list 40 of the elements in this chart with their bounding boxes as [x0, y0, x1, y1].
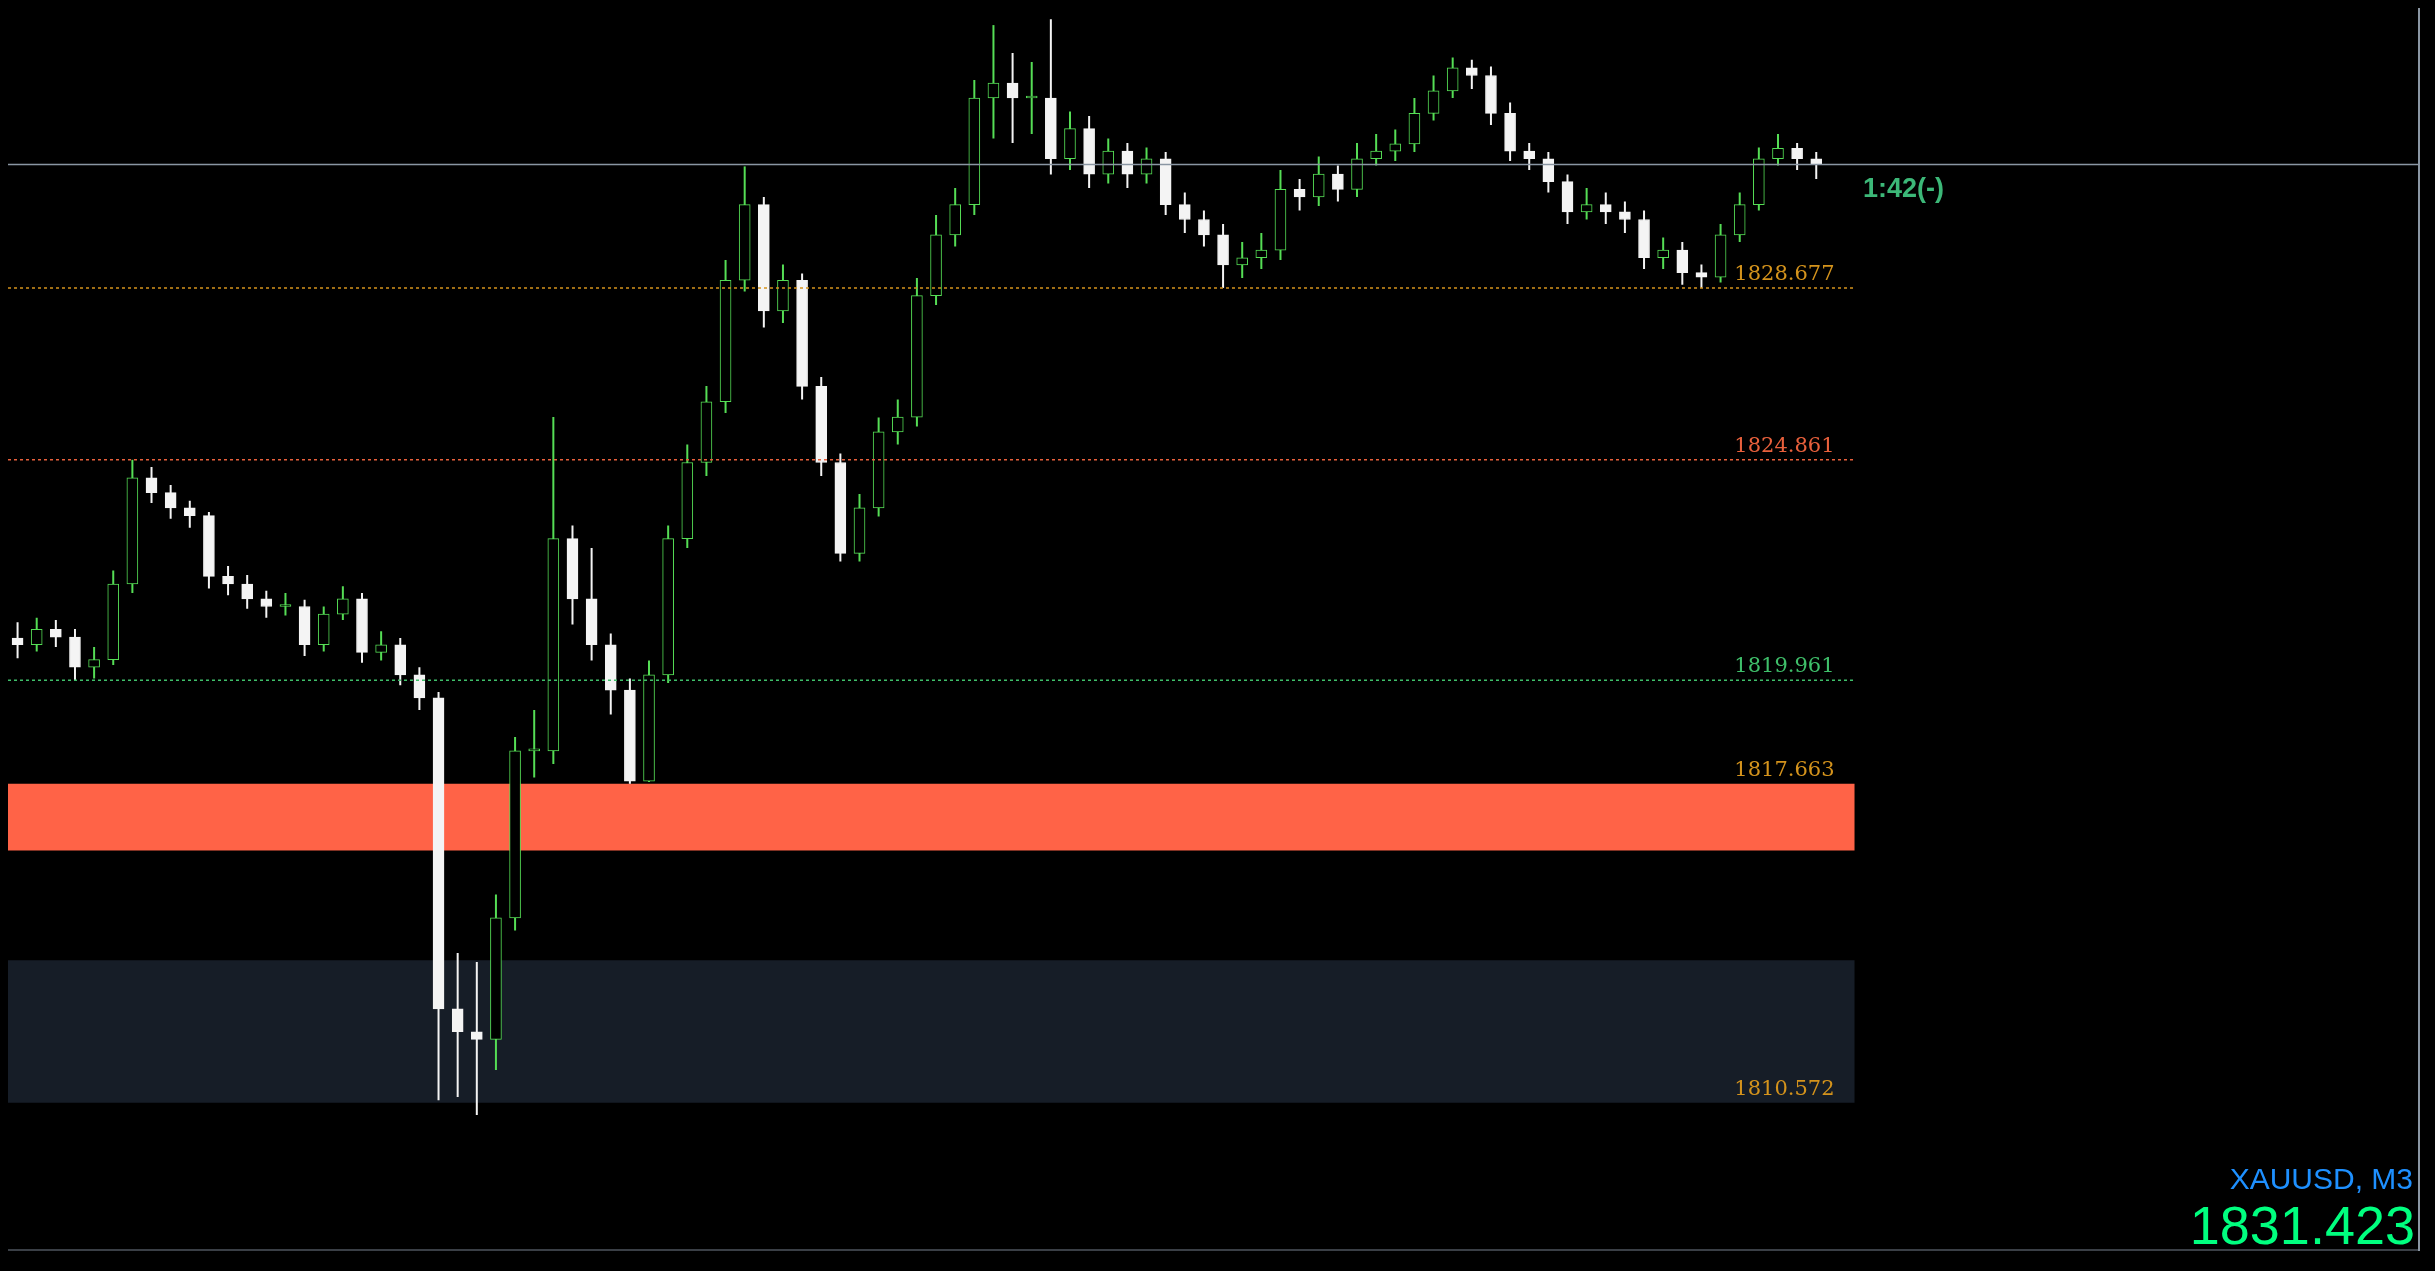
candlestick [1542, 151, 1555, 194]
text: 1:42(-) [1863, 173, 1945, 204]
candlestick [1465, 58, 1478, 90]
candlestick [1810, 151, 1823, 180]
candlestick [891, 398, 904, 446]
candlestick [50, 619, 62, 648]
candlestick [1427, 74, 1440, 122]
candlestick [1178, 191, 1191, 234]
text: XAUUSD, M3 [2229, 1162, 2413, 1196]
band-label: 1817.663 [1734, 756, 1835, 781]
candlestick [164, 484, 177, 520]
candlestick [1580, 187, 1593, 221]
candlestick [1102, 137, 1115, 185]
candlestick [470, 961, 483, 1116]
candlestick [260, 589, 273, 619]
candlestick [1236, 241, 1249, 279]
band-label: 1810.572 [1734, 1075, 1835, 1100]
candlestick [1523, 142, 1536, 171]
candlestick [279, 592, 292, 617]
candlestick [241, 574, 254, 610]
candlestick [88, 646, 100, 680]
candlestick [451, 952, 464, 1098]
candlestick [375, 630, 387, 662]
candlestick [1791, 142, 1803, 171]
ref-line-label: 1824.861 [1734, 432, 1835, 457]
candlestick [1599, 191, 1612, 225]
candlestick [1332, 164, 1344, 203]
text: 1831.423 [2189, 1194, 2415, 1256]
candlestick [1198, 209, 1210, 248]
candlestick [1657, 236, 1669, 270]
ref-line-label: 1819.961 [1734, 653, 1835, 678]
candlestick [1312, 155, 1325, 207]
candlestick [1676, 241, 1689, 286]
candlestick [183, 499, 196, 529]
candlestick [1619, 200, 1631, 234]
candlestick [1370, 133, 1382, 167]
candlestick [222, 565, 234, 597]
candlestick [1446, 56, 1459, 99]
candlestick [145, 466, 158, 504]
ref-line-label: 1828.677 [1734, 260, 1835, 285]
